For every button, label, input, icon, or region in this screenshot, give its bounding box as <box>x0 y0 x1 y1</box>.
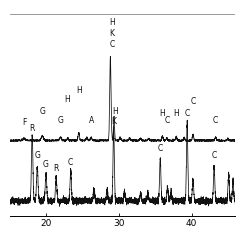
Text: H: H <box>76 86 82 95</box>
Text: H: H <box>112 107 118 116</box>
Text: K: K <box>111 117 116 126</box>
Text: R: R <box>30 124 35 133</box>
Text: G: G <box>39 107 45 116</box>
Text: F: F <box>22 118 26 127</box>
Text: C: C <box>158 144 163 153</box>
Text: G: G <box>58 116 63 125</box>
Text: C: C <box>211 151 217 160</box>
Text: R: R <box>54 164 59 173</box>
Text: A: A <box>89 116 94 125</box>
Text: C: C <box>185 109 190 118</box>
Text: H: H <box>159 109 165 118</box>
Text: C: C <box>213 116 218 125</box>
Text: C: C <box>190 97 196 107</box>
Text: H: H <box>64 95 70 104</box>
Text: C: C <box>68 158 73 167</box>
Text: K: K <box>109 29 114 38</box>
Text: H: H <box>109 18 115 27</box>
Text: G: G <box>43 160 49 169</box>
Text: C: C <box>109 40 114 49</box>
Text: H: H <box>173 109 179 118</box>
Text: C: C <box>164 116 169 125</box>
Text: G: G <box>35 151 41 160</box>
